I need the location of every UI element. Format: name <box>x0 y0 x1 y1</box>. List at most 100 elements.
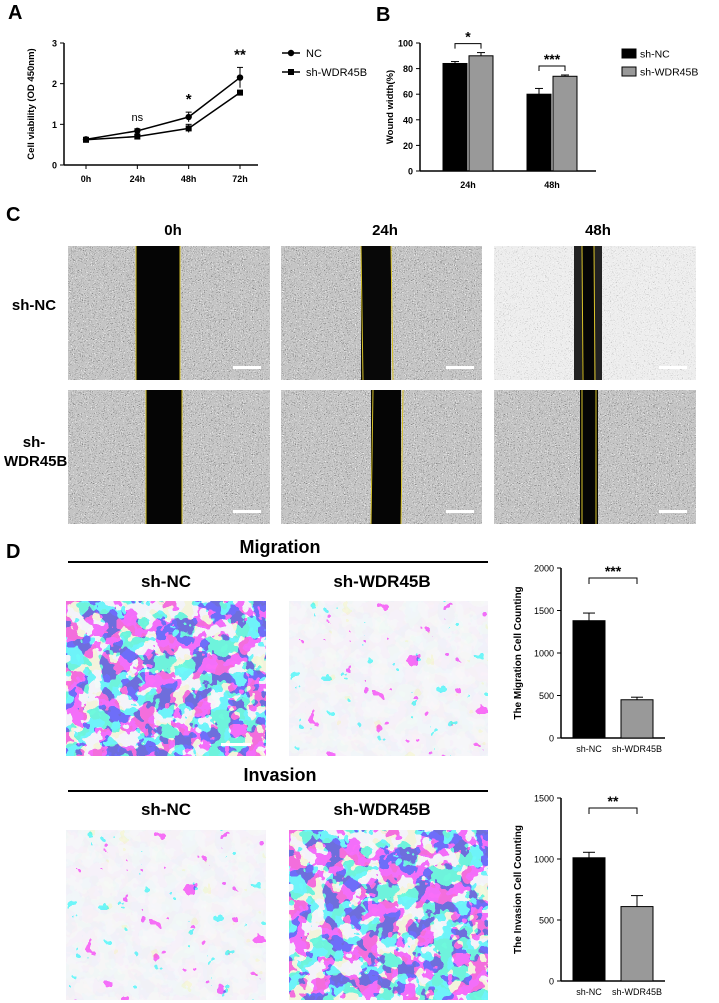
bar-sh-nc-24h <box>442 62 468 172</box>
panel-label-d: D <box>6 541 21 563</box>
bar-sh-wdr45b <box>620 906 654 982</box>
x-tick-label: 72h <box>232 174 248 184</box>
legend-label: sh-NC <box>640 49 670 61</box>
wound-image-sh-wdr45b-0h <box>68 390 270 524</box>
invasion-image-sh-wdr45b <box>289 830 488 1000</box>
chart-migration-counting: 0 500 1000 1500 2000 The Migration Cell Count… <box>513 563 665 754</box>
significance-bracket <box>454 43 482 49</box>
y-tick-label: 1 <box>52 120 57 130</box>
significance-label: *** <box>544 51 561 67</box>
data-point <box>134 127 141 135</box>
x-tick-label: 48h <box>544 180 560 190</box>
bar-sh-wdr45b <box>620 699 654 739</box>
scale-bar <box>446 366 474 369</box>
significance-bracket <box>588 807 638 814</box>
row-label-sh-nc: sh-NC <box>4 296 64 315</box>
y-tick-label: 20 <box>403 141 413 151</box>
y-axis-label: Cell viability (OD 450nm) <box>26 48 37 159</box>
significance-label: *** <box>605 563 622 579</box>
migration-divider <box>68 561 488 563</box>
migration-image-sh-nc <box>66 601 266 756</box>
row-label-sh-wdr45b: sh- WDR45B <box>4 433 68 471</box>
row-label-sh-wdr45b-line2: WDR45B <box>4 453 68 470</box>
invasion-label-sh-wdr45b: sh-WDR45B <box>333 800 431 819</box>
bar-sh-wdr45b-24h <box>468 55 494 172</box>
y-tick-label: 2 <box>52 79 57 89</box>
panel-label-c: C <box>6 204 21 226</box>
data-point <box>237 89 243 96</box>
y-tick-label: 60 <box>403 90 413 100</box>
x-tick-label: sh-WDR45B <box>612 744 662 754</box>
y-tick-label: 40 <box>403 115 413 125</box>
y-tick-label: 100 <box>398 39 413 49</box>
significance-label: ** <box>608 793 619 809</box>
column-label-0h: 0h <box>164 222 182 239</box>
x-tick-label: 24h <box>130 174 146 184</box>
wound-image-sh-nc-0h <box>68 246 270 380</box>
column-label-48h: 48h <box>585 222 611 239</box>
migration-image-sh-wdr45b <box>289 601 488 756</box>
data-point <box>83 136 89 143</box>
migration-label-sh-nc: sh-NC <box>140 572 192 591</box>
y-tick-label: 2000 <box>534 564 554 574</box>
migration-label-sh-wdr45b: sh-WDR45B <box>333 572 431 591</box>
series-line-sh-wdr45b <box>85 91 241 141</box>
legend-label: NC <box>306 48 322 60</box>
significance-label: * <box>465 29 471 45</box>
bar-sh-nc <box>572 857 606 982</box>
y-tick-label: 1500 <box>534 606 554 616</box>
chart-a-cell-viability: 0 1 2 3 0h 24h 48h 72h Cell viability (OD 450nm)… <box>26 39 367 185</box>
x-tick-label: 0h <box>81 174 92 184</box>
x-tick-label: 24h <box>460 180 476 190</box>
y-tick-label: 0 <box>52 161 57 171</box>
y-tick-label: 3 <box>52 39 57 49</box>
chart-invasion-counting: 0 500 1000 1500 The Invasion Cell Counting sh… <box>513 793 665 997</box>
column-label-24h: 24h <box>372 222 398 239</box>
migration-title: Migration <box>239 537 321 557</box>
legend-swatch <box>621 66 637 77</box>
bar-sh-wdr45b-48h <box>552 75 578 172</box>
scale-bar <box>221 743 251 746</box>
y-tick-label: 500 <box>539 691 554 701</box>
significance-label: ** <box>234 46 246 63</box>
y-tick-label: 80 <box>403 64 413 74</box>
y-axis-label: The Migration Cell Counting <box>513 586 524 719</box>
legend-swatch <box>621 48 637 59</box>
bar-sh-nc-48h <box>526 93 552 172</box>
y-axis-label: Wound width(%) <box>385 70 396 144</box>
panel-label-b: B <box>376 4 391 26</box>
significance-label: ns <box>132 112 144 124</box>
data-point <box>134 133 141 140</box>
wound-image-sh-nc-48h <box>494 246 696 380</box>
x-tick-label: 48h <box>181 174 197 184</box>
legend-marker <box>287 49 295 57</box>
significance-bracket <box>588 577 638 584</box>
legend-marker <box>288 69 294 75</box>
y-tick-label: 0 <box>408 167 413 177</box>
x-tick-label: sh-NC <box>576 744 602 754</box>
y-tick-label: 500 <box>539 916 554 926</box>
x-tick-label: sh-WDR45B <box>612 987 662 997</box>
y-tick-label: 1500 <box>534 794 554 804</box>
scale-bar <box>233 510 261 513</box>
x-tick-label: sh-NC <box>576 987 602 997</box>
significance-bracket <box>538 65 566 71</box>
data-point <box>185 113 192 121</box>
significance-label: * <box>186 91 192 108</box>
row-label-sh-nc-line1: sh-NC <box>11 297 57 314</box>
invasion-divider <box>68 790 488 792</box>
legend-label: sh-WDR45B <box>306 67 367 79</box>
scale-bar <box>446 510 474 513</box>
y-tick-label: 1000 <box>534 649 554 659</box>
wound-image-sh-nc-24h <box>281 246 482 380</box>
panel-label-a: A <box>8 2 23 24</box>
bar-sh-nc <box>572 620 606 739</box>
wound-image-sh-wdr45b-48h <box>494 390 696 524</box>
scale-bar <box>659 510 687 513</box>
row-label-sh-wdr45b-line1: sh- <box>22 434 46 451</box>
y-tick-label: 1000 <box>534 855 554 865</box>
y-tick-label: 0 <box>549 977 554 987</box>
scale-bar <box>659 366 687 369</box>
data-point <box>185 125 192 132</box>
chart-b-wound-width: 0 20 40 60 80 100 Wound width(%) 24h * 48h *** sh-N… <box>385 29 698 190</box>
